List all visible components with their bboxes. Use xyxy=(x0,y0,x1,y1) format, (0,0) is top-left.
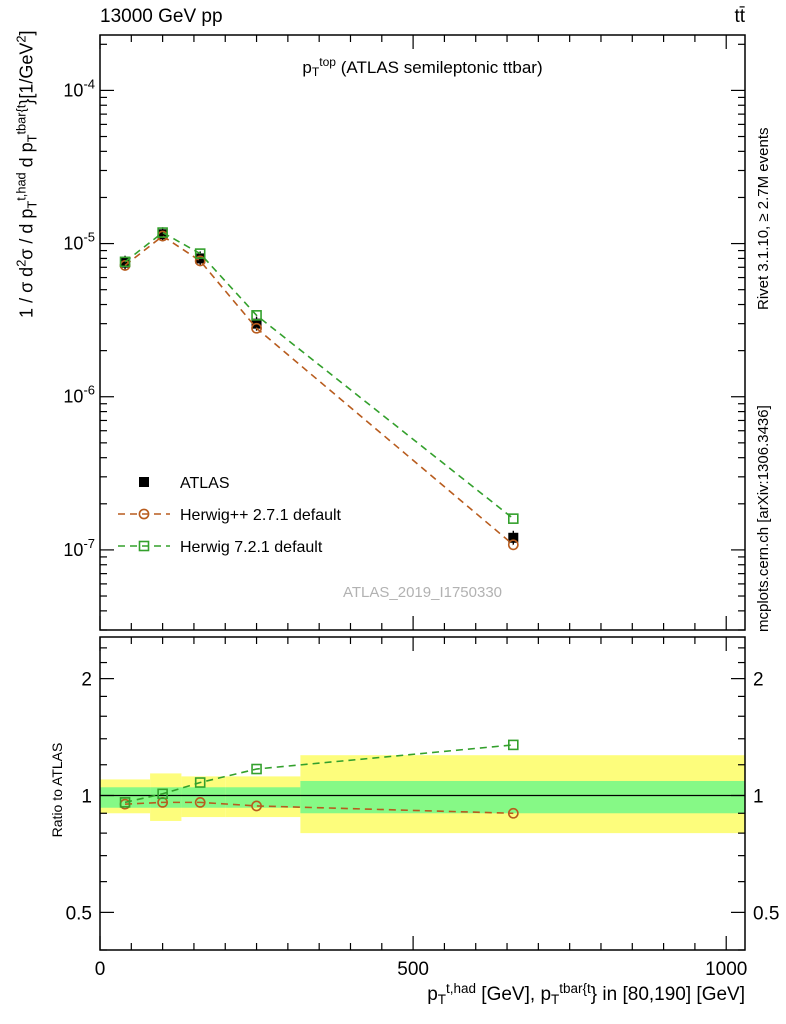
marker-open-square xyxy=(138,540,150,552)
marker-open-square xyxy=(194,248,206,259)
marker-open-circle xyxy=(507,539,519,551)
y-tick-label: 10-7 xyxy=(63,536,95,560)
rivet-version-label: Rivet 3.1.10, ≥ 2.7M events xyxy=(755,128,772,311)
ratio-series-line xyxy=(125,801,514,815)
axis-ticks xyxy=(99,35,745,951)
series-line xyxy=(124,231,514,520)
series-atlas xyxy=(120,227,519,545)
label-segment: p xyxy=(540,984,552,1005)
marker-open-circle xyxy=(251,322,262,334)
label-segment: T xyxy=(551,991,560,1007)
marker-filled-square xyxy=(120,257,131,268)
label-segment: tbar{t xyxy=(559,980,591,996)
label-segment: T xyxy=(311,65,320,80)
ratio-tick-label-right: 2 xyxy=(753,670,764,691)
marker-open-square xyxy=(508,513,519,524)
marker-open-circle xyxy=(507,807,519,819)
marker-open-circle xyxy=(138,508,150,520)
green-band-bin xyxy=(300,780,745,814)
label-segment: [GeV], xyxy=(476,984,541,1005)
marker-open-square xyxy=(119,256,131,268)
marker-filled-square xyxy=(139,477,149,487)
label-segment: (ATLAS semileptonic ttbar) xyxy=(336,58,543,77)
marker-open-circle xyxy=(194,796,206,808)
marker-open-square xyxy=(251,763,262,775)
plot-title: pTtop (ATLAS semileptonic ttbar) xyxy=(100,55,745,80)
label-segment: p xyxy=(302,58,312,77)
mcplots-arxiv-label: mcplots.cern.ch [arXiv:1306.3436] xyxy=(755,405,772,632)
legend-label: Herwig 7.2.1 default xyxy=(180,539,323,556)
marker-open-square xyxy=(508,739,519,751)
marker-open-square xyxy=(251,310,262,321)
marker-open-square xyxy=(119,797,131,808)
label-segment: t,had xyxy=(446,980,477,996)
marker-open-square xyxy=(157,227,168,238)
label-segment: top xyxy=(319,55,337,70)
marker-open-circle xyxy=(194,255,206,267)
legend: ATLAS Herwig++ 2.7.1 default Herwig 7.2.1 … xyxy=(118,475,342,556)
x-tick-label: 1000 xyxy=(705,959,747,980)
legend-label: ATLAS xyxy=(180,475,230,492)
label-segment: p xyxy=(427,984,438,1005)
ratio-series-line xyxy=(124,744,514,804)
y-tick-label: 10-4 xyxy=(63,76,95,100)
ratio-series-herwig-7-2-1-default xyxy=(119,739,519,808)
marker-open-square xyxy=(194,777,206,788)
ratio-tick-label-right: 0.5 xyxy=(753,903,779,924)
ratio-tick-label-left: 0.5 xyxy=(66,903,92,924)
ratio-tick-label-left: 2 xyxy=(81,670,92,691)
series-herwig-2-7-1-default xyxy=(119,230,519,551)
ratio-tick-label-left: 1 xyxy=(81,786,92,807)
marker-filled-square xyxy=(157,229,168,240)
y-tick-label: 10-5 xyxy=(63,230,95,254)
axis-tick-labels: 0 500 1000 10-4 10-5 10-6 10-7 0.5 0.5 1 1 2 2 xyxy=(63,76,779,980)
series-herwig-7-2-1-default xyxy=(119,227,519,524)
marker-filled-square xyxy=(508,532,519,543)
label-segment: } in [80,190] [GeV] xyxy=(590,984,745,1005)
x-tick-label: 500 xyxy=(397,959,429,980)
marker-open-square xyxy=(157,788,168,800)
analysis-watermark: ATLAS_2019_I1750330 xyxy=(342,584,503,601)
label-segment: T xyxy=(437,991,447,1007)
ratio-frame xyxy=(99,636,746,951)
series-line xyxy=(124,235,514,546)
ratio-tick-label-right: 1 xyxy=(753,786,764,807)
x-axis-title: pTt,had [GeV], pTtbar{t} in [80,190] [Ge… xyxy=(97,980,745,1007)
marker-open-circle xyxy=(251,800,262,812)
y-tick-label: 10-6 xyxy=(63,383,95,407)
ratio-uncertainty-bands xyxy=(100,755,745,834)
main-frame xyxy=(99,34,746,631)
process-label: tt̄ xyxy=(734,6,745,27)
green-band-bin xyxy=(225,787,301,808)
beam-energy-label: 13000 GeV pp xyxy=(100,6,223,27)
legend-label: Herwig++ 2.7.1 default xyxy=(180,507,342,524)
x-tick-label: 0 xyxy=(95,959,106,980)
